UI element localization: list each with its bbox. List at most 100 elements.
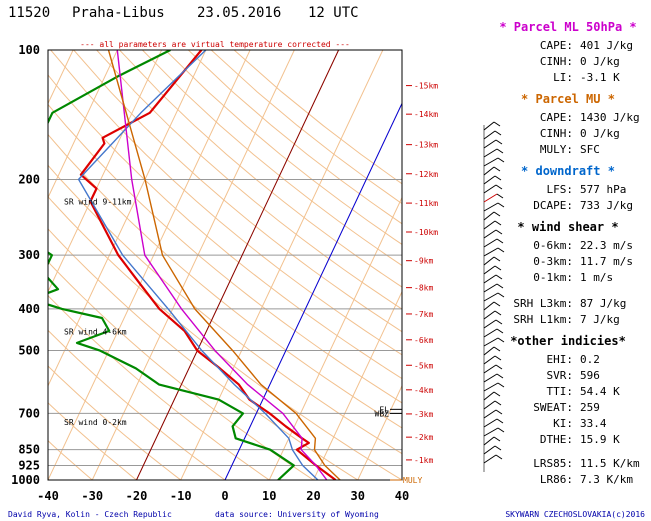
wind-barb — [483, 220, 496, 230]
panel-row-value: 596 — [580, 369, 600, 382]
wind-barb-flag — [495, 319, 503, 325]
wind-barb-flag — [494, 265, 502, 271]
panel-row-label: EHI: — [547, 353, 574, 366]
panel-row-label: 0-6km: — [533, 239, 573, 252]
wind-barb-flag — [493, 211, 501, 217]
panel-row-label: 0-1km: — [533, 271, 573, 284]
panel-row-value: 11.5 K/km — [580, 457, 640, 470]
wind-barb — [483, 175, 496, 185]
wind-barb — [483, 337, 499, 347]
wind-barb-flag — [496, 238, 504, 244]
isotherm — [48, 50, 251, 480]
level-label: MULY — [403, 476, 422, 485]
height-label: -3km — [414, 410, 433, 419]
footer-copyright: SKYWARN CZECHOSLOVAKIA(c)2016 — [505, 510, 645, 519]
height-label: -11km — [414, 199, 438, 208]
wind-barb-flag — [493, 391, 501, 397]
wind-barb — [483, 148, 498, 158]
pressure-tick-label: 200 — [18, 172, 40, 186]
height-label: -2km — [414, 433, 433, 442]
wind-barb-flag — [497, 157, 505, 163]
panel-row-label: CINH: — [540, 127, 573, 140]
wind-barb-flag — [494, 445, 502, 451]
panel-row-value: 87 J/kg — [580, 297, 626, 310]
wind-barb — [483, 445, 496, 455]
wind-barb-flag — [493, 436, 501, 442]
wind-barb — [483, 283, 498, 293]
wind-barb-flag — [494, 220, 502, 226]
wind-barb-flag — [497, 337, 505, 343]
height-label: -7km — [414, 310, 433, 319]
wind-barb — [483, 454, 497, 464]
dry-adiabat — [48, 103, 402, 404]
pressure-tick-label: 500 — [18, 344, 40, 358]
wind-barb-flag — [494, 130, 502, 136]
panel-row-label: CAPE: — [540, 39, 573, 52]
wind-barb — [483, 409, 497, 419]
panel-row-label: CINH: — [540, 55, 573, 68]
panel-row-value: 0 J/kg — [580, 55, 620, 68]
panel-title: * downdraft * — [521, 164, 615, 178]
wind-barb — [483, 202, 499, 212]
wind-barb-flag — [497, 427, 505, 433]
wind-barb-flag — [493, 121, 501, 127]
isotherm — [313, 290, 402, 480]
height-label: -1km — [414, 456, 433, 465]
wind-barb — [483, 292, 499, 302]
wind-barb — [483, 157, 499, 167]
wind-barb — [483, 400, 496, 410]
pressure-tick-label: 1000 — [11, 473, 40, 487]
pressure-tick-label: 100 — [18, 43, 40, 57]
temperature-tick-label: 10 — [262, 489, 276, 503]
height-label: -12km — [414, 170, 438, 179]
temperature-tick-label: 40 — [395, 489, 409, 503]
panel-row-value: 7 J/kg — [580, 313, 620, 326]
panel-row-label: DCAPE: — [533, 199, 573, 212]
panel-row-value: 1430 J/kg — [580, 111, 640, 124]
panel-row-label: KI: — [553, 417, 573, 430]
header-date: 23.05.2016 — [197, 5, 281, 21]
plot-area — [48, 50, 402, 480]
wind-barb — [483, 391, 495, 401]
panel-row-label: SRH L1km: — [513, 313, 573, 326]
panel-row-label: LI: — [553, 71, 573, 84]
virtual-correction-note: --- all parameters are virtual temperatu… — [80, 40, 350, 49]
dry-adiabat — [119, 50, 402, 288]
wind-barb — [483, 301, 495, 311]
wind-barb — [483, 274, 497, 284]
wind-barb — [483, 328, 498, 338]
wind-barb-flag — [494, 355, 502, 361]
wind-barb — [483, 139, 497, 149]
wind-barb-flag — [495, 139, 503, 145]
panel-row-label: TTI: — [547, 385, 574, 398]
panel-row-value: 733 J/kg — [580, 199, 633, 212]
height-label: -5km — [414, 361, 433, 370]
pressure-tick-label: 700 — [18, 406, 40, 420]
wind-barb — [483, 229, 497, 239]
panel-row-value: SFC — [580, 143, 600, 156]
minus20-isotherm — [136, 50, 340, 480]
wind-barb-flag — [496, 328, 504, 334]
dry-adiabat — [187, 50, 402, 225]
sr-wind-layer-label: SR wind 0-2km — [64, 418, 127, 427]
panel-title: * Parcel MU * — [521, 92, 615, 106]
virtual-temperature-line — [77, 50, 319, 480]
wind-barb — [483, 427, 499, 437]
wind-barb — [483, 238, 498, 248]
temperature-tick-label: -40 — [37, 489, 59, 503]
wind-barb-flag — [493, 256, 501, 262]
parcel-MU-line — [107, 50, 341, 480]
panel-row-label: MULY: — [540, 143, 573, 156]
dry-adiabat — [48, 133, 402, 429]
panel-row-label: LR86: — [540, 473, 573, 486]
temperature-tick-label: -20 — [126, 489, 148, 503]
temperature-tick-label: -10 — [170, 489, 192, 503]
panel-row-label: LRS85: — [533, 457, 573, 470]
wind-barb — [483, 310, 496, 320]
zero-isotherm — [224, 102, 402, 480]
height-label: -8km — [414, 284, 433, 293]
wind-barb-flag — [494, 310, 502, 316]
footer-author: David Ryva, Kolin - Czech Republic — [8, 510, 172, 519]
level-label: EL — [379, 405, 389, 414]
